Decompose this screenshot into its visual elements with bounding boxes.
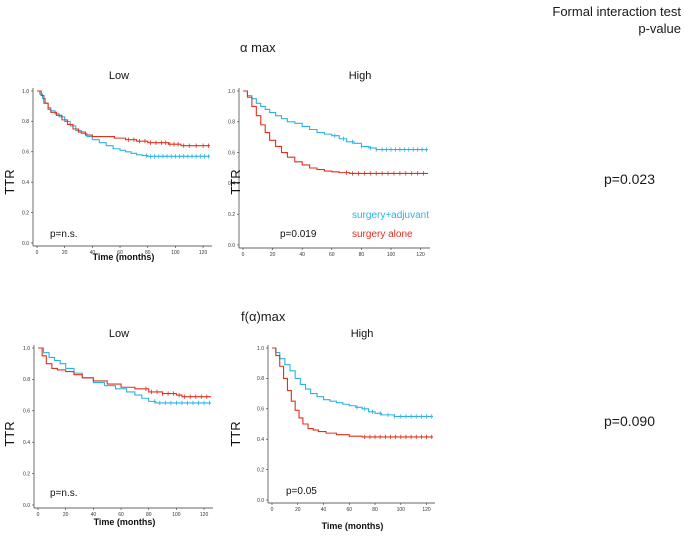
y-tick-label: 0.8 xyxy=(257,376,264,382)
y-tick-label: 1.0 xyxy=(257,346,264,352)
y-tick-label: 1.0 xyxy=(228,89,235,95)
plot-p-value: p=n.s. xyxy=(50,488,78,499)
y-tick-label: 0.8 xyxy=(22,119,29,125)
y-tick-label: 1.0 xyxy=(22,89,29,95)
y-tick-label: 0.8 xyxy=(228,120,235,126)
header-line-1: Formal interaction test xyxy=(552,4,681,19)
header-line-2: p-value xyxy=(638,21,681,36)
y-tick-label: 0.2 xyxy=(22,210,29,216)
x-tick-label: 80 xyxy=(359,252,365,258)
x-axis-label: Time (months) xyxy=(322,521,384,531)
x-tick-label: 0 xyxy=(242,252,245,258)
y-tick-label: 0.0 xyxy=(257,498,264,504)
km-plot-alpha-max-high: High0.00.20.40.60.81.0020406080100120Tim… xyxy=(228,70,430,258)
km-curve-surgery-alone xyxy=(272,347,433,438)
km-plot-alpha-max-low: Low 0.0 0.2 0.4 0.6 0.8 1.0 0 20 40 60 80 100 120 Time… xyxy=(2,70,212,262)
y-tick-label: 0.6 xyxy=(228,150,235,156)
section-title-alpha-max: α max xyxy=(240,40,276,55)
interaction-p-value-alpha-max: p=0.023 xyxy=(604,171,655,187)
interaction-p-value-f-alpha-max: p=0.090 xyxy=(604,413,655,429)
y-axis-label: TTR xyxy=(228,421,243,446)
x-tick-label: 80 xyxy=(372,507,378,513)
plot-title: Low xyxy=(109,70,129,82)
x-tick-label: 40 xyxy=(299,252,305,258)
x-tick-label: 40 xyxy=(91,512,97,518)
km-curve-surgery-alone xyxy=(243,90,428,174)
y-tick-label: 0.4 xyxy=(23,440,30,446)
plot-title: High xyxy=(351,328,374,340)
plot-title: Low xyxy=(109,328,129,340)
plot-title: High xyxy=(349,70,372,82)
x-tick-label: 80 xyxy=(145,250,151,256)
y-tick-label: 0.2 xyxy=(257,467,264,473)
km-plot-f-alpha-max-low: Low 0.0 0.2 0.4 0.6 0.8 1.0 0 20 40 60 80 100 120 Time… xyxy=(2,328,213,527)
plot-p-value: p=0.05 xyxy=(286,486,317,497)
x-tick-label: 40 xyxy=(90,250,96,256)
x-tick-label: 60 xyxy=(117,250,123,256)
interaction-test-header: Formal interaction test p-value xyxy=(552,3,681,37)
x-tick-label: 0 xyxy=(36,250,39,256)
legend-surgery-adjuvant: surgery+adjuvant xyxy=(352,210,429,221)
y-tick-label: 0.6 xyxy=(257,407,264,413)
y-tick-label: 0.4 xyxy=(257,437,264,443)
x-tick-label: 100 xyxy=(172,512,181,518)
y-axis-label: TTR xyxy=(2,421,17,446)
y-tick-label: 0.0 xyxy=(22,241,29,247)
y-tick-label: 0.0 xyxy=(23,503,30,509)
x-tick-label: 60 xyxy=(329,252,335,258)
x-tick-label: 120 xyxy=(200,512,209,518)
x-tick-label: 60 xyxy=(346,507,352,513)
x-tick-label: 0 xyxy=(37,512,40,518)
x-tick-label: 20 xyxy=(270,252,276,258)
y-axis-label: TTR xyxy=(2,169,17,194)
y-tick-label: 0.4 xyxy=(228,181,235,187)
legend-surgery-alone: surgery alone xyxy=(352,229,413,240)
plot-p-value: p=0.019 xyxy=(280,229,317,240)
plot-p-value: p=n.s. xyxy=(50,229,78,240)
y-tick-label: 0.0 xyxy=(228,243,235,249)
x-tick-label: 80 xyxy=(146,512,152,518)
y-tick-label: 0.2 xyxy=(23,471,30,477)
y-tick-label: 0.2 xyxy=(228,212,235,218)
x-tick-label: 40 xyxy=(321,507,327,513)
km-curve-surgery-adjuvant xyxy=(243,90,428,151)
x-axis-label: Time (months) xyxy=(93,252,155,262)
y-tick-label: 0.4 xyxy=(22,180,29,186)
y-axis-label: TTR xyxy=(228,169,243,194)
km-curve-surgery-alone xyxy=(37,90,210,147)
km-curve-surgery-adjuvant xyxy=(272,347,433,417)
x-tick-label: 0 xyxy=(271,507,274,513)
x-tick-label: 120 xyxy=(416,252,425,258)
y-tick-label: 1.0 xyxy=(23,346,30,352)
x-tick-label: 100 xyxy=(397,507,406,513)
x-tick-label: 100 xyxy=(387,252,396,258)
x-tick-label: 100 xyxy=(171,250,180,256)
y-tick-label: 0.6 xyxy=(23,409,30,415)
y-tick-label: 0.6 xyxy=(22,150,29,156)
km-plot-f-alpha-max-high: High 0.0 0.2 0.4 0.6 0.8 1.0 0 20 40 60 80 100 120 Tim… xyxy=(228,328,435,531)
section-title-f-alpha-max: f(α)max xyxy=(241,309,286,324)
x-tick-label: 20 xyxy=(63,512,69,518)
x-tick-label: 20 xyxy=(62,250,68,256)
x-tick-label: 120 xyxy=(199,250,208,256)
y-tick-label: 0.8 xyxy=(23,377,30,383)
x-tick-label: 20 xyxy=(295,507,301,513)
x-tick-label: 60 xyxy=(118,512,124,518)
x-tick-label: 120 xyxy=(422,507,431,513)
x-axis-label: Time (months) xyxy=(94,517,156,527)
